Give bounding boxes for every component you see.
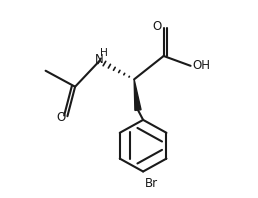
Text: Br: Br	[145, 177, 158, 190]
Text: OH: OH	[193, 59, 211, 72]
Text: O: O	[57, 111, 66, 124]
Text: H: H	[100, 48, 108, 58]
Text: O: O	[153, 20, 162, 33]
Text: N: N	[95, 53, 104, 66]
Polygon shape	[134, 79, 141, 110]
